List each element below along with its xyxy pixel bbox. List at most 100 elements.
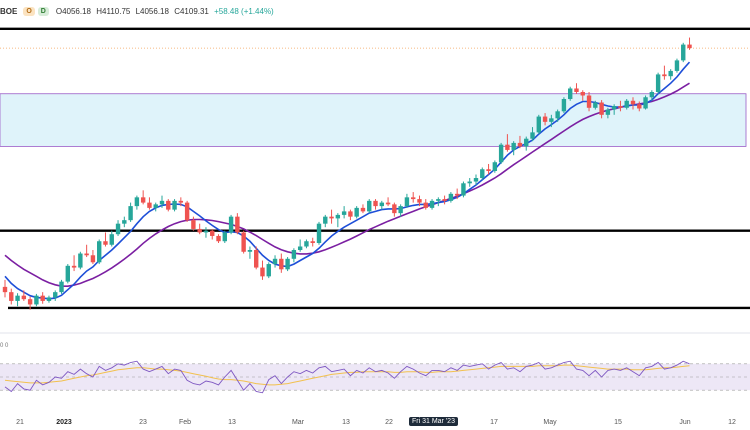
candle-body [593, 102, 598, 108]
candle-body [367, 200, 372, 212]
candle-body [605, 109, 611, 115]
candle-body [360, 207, 366, 212]
candle-body [197, 228, 202, 233]
high-value: H4110.75 [96, 6, 131, 16]
candle-body [279, 258, 284, 270]
candle-body [304, 241, 309, 247]
candle-body [536, 116, 541, 133]
candle-body [316, 223, 322, 243]
candle-body [379, 202, 384, 207]
candle-body [492, 162, 498, 171]
candle-body [668, 70, 673, 77]
candle-body [166, 200, 171, 210]
candle-body [272, 258, 278, 265]
candle-body [448, 193, 454, 201]
candle-body [411, 197, 416, 200]
ma-slow-line [4, 82, 690, 287]
x-tick-label: Jun [679, 419, 690, 426]
candle-body [511, 142, 516, 150]
candle-body [172, 200, 177, 210]
candle-body [505, 144, 510, 150]
candle-body [329, 216, 334, 219]
candle-body [398, 206, 403, 214]
candle-body [574, 88, 579, 92]
candle-body [404, 197, 410, 207]
candle-body [65, 265, 70, 282]
candle-body [392, 204, 397, 214]
candle-body [210, 230, 215, 236]
candle-body [517, 142, 523, 147]
candle-body [291, 250, 297, 259]
x-tick-label: 22 [385, 419, 393, 426]
candle-body [84, 253, 89, 256]
candle-body [323, 216, 328, 224]
candle-body [9, 292, 14, 301]
candle-body [103, 241, 108, 245]
candle-body [580, 91, 585, 96]
data-status-badge[interactable]: D [37, 6, 49, 16]
candle-body [373, 200, 378, 207]
candle-body [486, 169, 491, 171]
candle-body [310, 241, 315, 243]
candle-body [191, 220, 196, 229]
candle-body [530, 132, 535, 139]
candle-body [674, 60, 680, 71]
candle-body [216, 235, 221, 242]
x-tick-label: 23 [139, 419, 147, 426]
close-value: C4109.31 [174, 6, 209, 16]
candle-body [109, 234, 114, 245]
candle-body [297, 246, 303, 251]
candle-body [524, 138, 529, 147]
candle-body [153, 204, 158, 208]
candle-body [59, 281, 64, 293]
change-value: +58.48 (+1.44%) [214, 6, 274, 16]
candle-body [461, 183, 466, 196]
candle-body [454, 193, 460, 196]
candle-body [147, 202, 152, 208]
candle-body [662, 74, 667, 77]
candle-body [681, 44, 686, 61]
symbol-legend: BOE O D O4056.18 H4110.75 L4056.18 C4109… [0, 4, 277, 18]
x-tick-label: 21 [16, 419, 24, 426]
candle-body [473, 178, 479, 182]
candle-body [655, 74, 661, 92]
candle-body [159, 200, 165, 205]
candle-body [423, 202, 428, 208]
candle-body [624, 100, 629, 108]
crosshair-date-label: Fri 31 Mar '23 [409, 417, 458, 426]
candle-body [429, 200, 435, 208]
candle-body [561, 99, 567, 112]
candle-body [568, 88, 573, 100]
candle-body [34, 295, 39, 305]
support-resistance-zone [0, 93, 747, 147]
candle-body [241, 232, 246, 252]
symbol-name[interactable]: BOE [0, 6, 18, 16]
candle-body [203, 230, 209, 233]
candle-body [235, 216, 240, 233]
candle-body [467, 181, 472, 184]
ma-fast-line [4, 61, 691, 300]
candle-body [354, 207, 359, 217]
candle-body [71, 265, 77, 268]
candle-body [184, 202, 190, 221]
rsi-legend-values: 0 0 [0, 343, 9, 349]
candle-body [260, 267, 265, 277]
candle-body [40, 295, 45, 301]
market-open-badge[interactable]: O [23, 6, 35, 16]
candle-body [97, 241, 102, 263]
candle-body [247, 250, 253, 252]
candle-body [348, 211, 353, 217]
x-tick-label: 2023 [56, 419, 72, 426]
x-tick-label: Mar [292, 419, 305, 426]
candle-body [555, 111, 560, 119]
candle-body [140, 197, 146, 203]
candle-body [687, 44, 692, 49]
candle-body [611, 106, 617, 110]
candle-body [341, 211, 347, 215]
candle-body [178, 200, 184, 203]
candle-body [599, 102, 604, 115]
candle-body [637, 104, 642, 109]
x-tick-label: May [543, 419, 557, 426]
rsi-line [4, 360, 690, 394]
